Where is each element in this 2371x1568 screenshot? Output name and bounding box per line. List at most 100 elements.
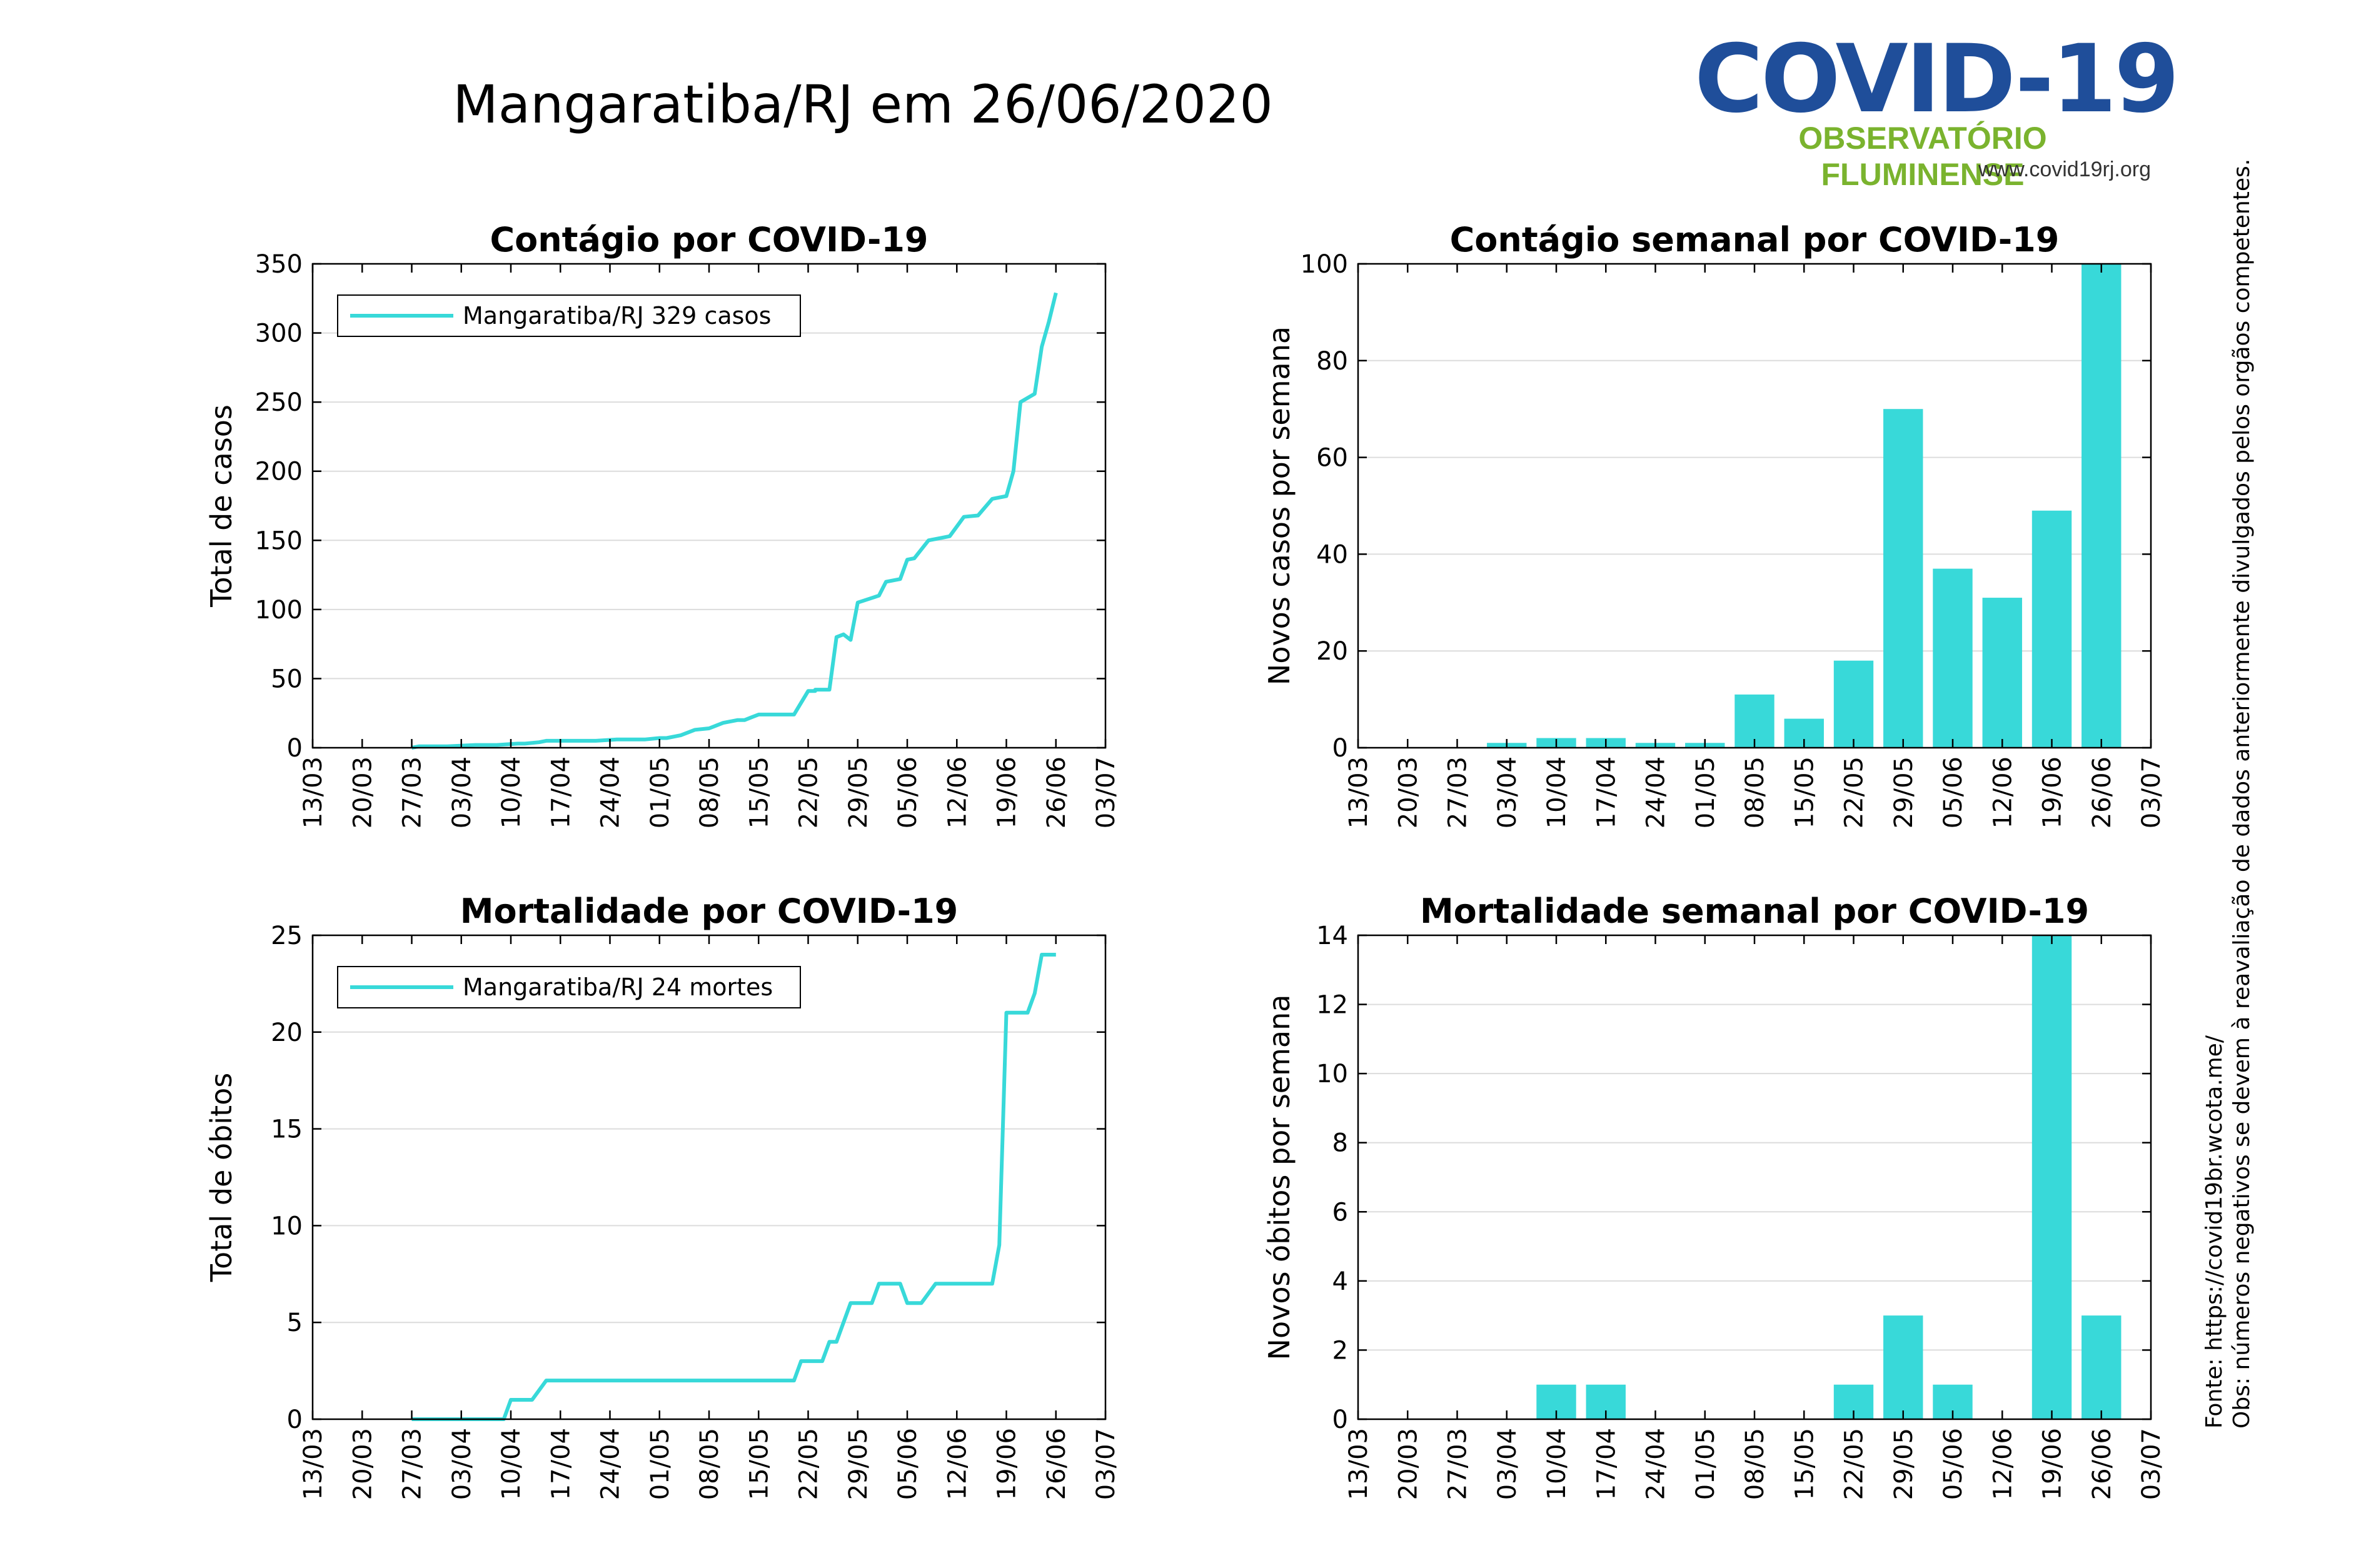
x-tick-label: 29/05	[1890, 756, 1918, 828]
bar	[1734, 694, 1774, 748]
x-tick-label: 29/05	[844, 756, 873, 828]
y-tick-label: 2	[1332, 1336, 1348, 1365]
y-tick-label: 8	[1332, 1129, 1348, 1158]
y-tick-label: 250	[255, 388, 303, 417]
bar	[2082, 264, 2122, 748]
x-tick-label: 22/05	[795, 1428, 823, 1500]
chart-title: Mortalidade semanal por COVID-19	[1420, 892, 2089, 931]
cases-cumulative-chart: 0 50 100 150 200 250 300 350 13/03 20/03 27/03 03/0…	[204, 220, 1120, 828]
x-tick-label: 26/06	[2088, 756, 2117, 828]
x-tick-label: 19/06	[2038, 756, 2067, 828]
x-tick-label: 24/04	[597, 756, 625, 828]
deaths-weekly-chart: 0 2 4 6 8 10 12 14 13/03 20/03 27/03 03/04 10/04 17/0…	[1262, 892, 2166, 1500]
x-tick-label: 17/04	[546, 1428, 575, 1500]
x-tick-label: 19/06	[2038, 1428, 2067, 1500]
x-tick-label: 13/03	[1344, 1428, 1373, 1500]
x-tick-label: 29/05	[844, 1428, 873, 1500]
y-axis-label: Total de óbitos	[204, 1073, 238, 1282]
x-tick-label: 08/05	[1741, 1428, 1769, 1500]
bar	[2082, 1315, 2122, 1419]
y-tick-label: 20	[1316, 637, 1348, 666]
cases-weekly-chart: 0 20 40 60 80 100 13/03 20/03 27/03 03/04 10/04 17/…	[1262, 220, 2166, 828]
x-tick-label: 08/05	[695, 1428, 724, 1500]
x-tick-label: 27/03	[1444, 1428, 1472, 1500]
logo-subtitle: OBSERVATÓRIO FLUMINENSE	[1798, 121, 2047, 192]
x-tick-label: 01/05	[1691, 1428, 1720, 1500]
y-tick-label: 150	[255, 526, 303, 555]
x-tick-label: 12/06	[1988, 756, 2017, 828]
y-tick-label: 14	[1316, 922, 1348, 950]
deaths-cumulative-chart: 0 5 10 15 20 25 13/03 20/03 27/03 03/04 10/04 17/04…	[204, 892, 1120, 1500]
bar	[1883, 1315, 1923, 1419]
x-tick-label: 01/05	[646, 756, 675, 828]
y-tick-label: 10	[1316, 1060, 1348, 1088]
x-tick-label: 03/04	[1493, 1428, 1522, 1500]
x-tick-label: 13/03	[299, 1428, 328, 1500]
x-tick-label: 29/05	[1890, 1428, 1918, 1500]
chart-title: Mortalidade por COVID-19	[460, 892, 958, 931]
y-tick-label: 0	[1332, 1405, 1348, 1434]
x-tick-label: 17/04	[1592, 1428, 1621, 1500]
y-tick-label: 4	[1332, 1267, 1348, 1296]
x-tick-label: 10/04	[497, 1428, 526, 1500]
chart-title: Contágio por COVID-19	[490, 220, 928, 259]
x-tick-label: 24/04	[1642, 756, 1671, 828]
y-tick-label: 0	[287, 734, 303, 763]
logo-url: www.covid19rj.org	[1978, 158, 2151, 181]
x-tick-label: 27/03	[1444, 756, 1472, 828]
y-tick-label: 0	[1332, 734, 1348, 763]
y-axis-label: Novos casos por semana	[1262, 326, 1296, 685]
x-tick-label: 26/06	[1042, 756, 1071, 828]
x-tick-label: 03/04	[448, 1428, 476, 1500]
x-tick-label: 20/03	[1394, 1428, 1422, 1500]
x-tick-label: 08/05	[695, 756, 724, 828]
x-tick-label: 26/06	[1042, 1428, 1071, 1500]
x-tick-label: 24/04	[1642, 1428, 1671, 1500]
x-tick-label: 17/04	[1592, 756, 1621, 828]
bar	[1933, 568, 1973, 748]
y-tick-label: 6	[1332, 1198, 1348, 1227]
x-tick-label: 17/04	[546, 756, 575, 828]
y-tick-label: 15	[271, 1115, 303, 1144]
y-tick-label: 100	[1301, 250, 1348, 279]
y-tick-label: 40	[1316, 540, 1348, 569]
legend-label: Mangaratiba/RJ 24 mortes	[463, 973, 773, 1001]
x-tick-label: 13/03	[1344, 756, 1373, 828]
series-line	[411, 292, 1058, 750]
x-tick-label: 10/04	[1543, 756, 1571, 828]
bar	[1883, 409, 1923, 748]
y-tick-label: 10	[271, 1212, 303, 1240]
x-tick-label: 22/05	[1840, 756, 1869, 828]
logo: COVID-19 OBSERVATÓRIO FLUMINENSE www.cov…	[1688, 33, 2180, 192]
x-tick-label: 03/04	[448, 756, 476, 828]
x-tick-label: 03/07	[2137, 756, 2166, 828]
y-tick-label: 100	[255, 596, 303, 625]
x-tick-label: 10/04	[1543, 1428, 1571, 1500]
y-tick-label: 20	[271, 1018, 303, 1047]
x-tick-label: 12/06	[1988, 1428, 2017, 1500]
logo-main-text: COVID-19	[1694, 25, 2180, 134]
x-tick-label: 24/04	[597, 1428, 625, 1500]
x-tick-label: 20/03	[348, 1428, 377, 1500]
x-tick-label: 10/04	[497, 756, 526, 828]
x-tick-label: 26/06	[2088, 1428, 2117, 1500]
y-tick-label: 300	[255, 319, 303, 348]
page-title: Mangaratiba/RJ em 26/06/2020	[453, 74, 1273, 135]
y-tick-label: 200	[255, 458, 303, 486]
x-tick-label: 03/07	[1092, 756, 1120, 828]
x-tick-label: 20/03	[1394, 756, 1422, 828]
x-tick-label: 12/06	[943, 756, 972, 828]
x-tick-label: 03/04	[1493, 756, 1522, 828]
x-tick-label: 05/06	[894, 756, 922, 828]
y-tick-label: 60	[1316, 444, 1348, 473]
y-tick-label: 0	[287, 1405, 303, 1434]
legend: Mangaratiba/RJ 24 mortes	[337, 966, 801, 1008]
x-tick-label: 20/03	[348, 756, 377, 828]
x-tick-label: 15/05	[745, 756, 773, 828]
x-tick-label: 12/06	[943, 1428, 972, 1500]
y-tick-label: 5	[287, 1309, 303, 1337]
x-tick-label: 27/03	[398, 1428, 427, 1500]
x-tick-label: 19/06	[993, 1428, 1022, 1500]
legend: Mangaratiba/RJ 329 casos	[337, 294, 801, 337]
